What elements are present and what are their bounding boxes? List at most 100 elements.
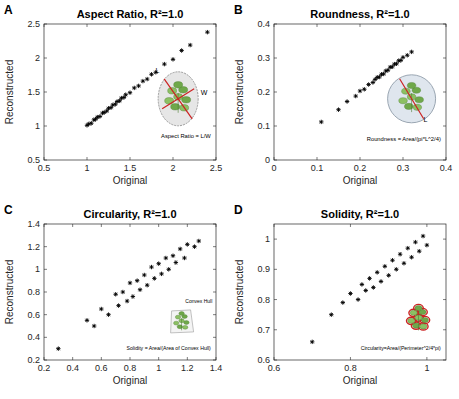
x-tick-top bbox=[360, 24, 361, 27]
x-axis-label: Original bbox=[343, 375, 377, 386]
y-tick bbox=[44, 92, 47, 93]
point bbox=[121, 290, 125, 294]
title: Aspect Ratio, R²=1.0 bbox=[77, 8, 184, 20]
y-tick-right bbox=[443, 239, 446, 240]
x-axis-label: Original bbox=[343, 175, 377, 186]
x-tick-label: 0.8 bbox=[124, 363, 137, 373]
y-tick bbox=[274, 239, 277, 240]
y-tick-label: 2 bbox=[35, 53, 40, 63]
x-tick bbox=[317, 157, 318, 160]
y-tick bbox=[44, 126, 47, 127]
x-tick-label: 2.5 bbox=[210, 163, 223, 173]
point bbox=[405, 53, 409, 57]
points bbox=[85, 30, 210, 128]
y-tick-right bbox=[213, 314, 216, 315]
point bbox=[125, 299, 129, 303]
point bbox=[145, 283, 149, 287]
point bbox=[178, 247, 182, 251]
point bbox=[354, 94, 358, 98]
y-tick-right bbox=[213, 58, 216, 59]
y-tick-label: 0.1 bbox=[257, 121, 270, 131]
point bbox=[106, 312, 110, 316]
point bbox=[425, 243, 429, 247]
x-tick-label: 1.5 bbox=[124, 163, 137, 173]
x-tick-label: 0.4 bbox=[66, 363, 79, 373]
title: Roundness, R²=1.0 bbox=[310, 8, 409, 20]
y-tick-label: 0.9 bbox=[257, 264, 270, 274]
point bbox=[341, 300, 345, 304]
point bbox=[386, 68, 390, 72]
panel: 00.10.20.30.400.10.20.30.4LRoundness = A… bbox=[234, 3, 452, 186]
point bbox=[192, 244, 196, 248]
point bbox=[113, 292, 117, 296]
point bbox=[56, 346, 60, 350]
figure: 0.511.522.50.511.522.5LWAspect Ratio = L… bbox=[0, 0, 459, 399]
x-tick-top bbox=[87, 24, 88, 27]
point bbox=[116, 303, 120, 307]
x-tick bbox=[158, 357, 159, 360]
point bbox=[394, 62, 398, 66]
y-tick-right bbox=[213, 337, 216, 338]
point bbox=[167, 267, 171, 271]
plot-frame bbox=[44, 24, 216, 160]
point bbox=[336, 107, 340, 111]
point bbox=[409, 50, 413, 54]
x-tick-top bbox=[173, 24, 174, 27]
x-tick-label: 1 bbox=[84, 163, 89, 173]
points bbox=[319, 50, 414, 124]
point bbox=[145, 77, 149, 81]
x-tick-label: 1 bbox=[156, 363, 161, 373]
point bbox=[142, 273, 146, 277]
y-tick-right bbox=[443, 92, 446, 93]
x-tick bbox=[360, 157, 361, 160]
inset-hull bbox=[171, 310, 194, 333]
y-tick-label: 1 bbox=[35, 264, 40, 274]
plot-area bbox=[44, 24, 216, 160]
x-tick-label: 0.4 bbox=[440, 163, 453, 173]
inset bbox=[388, 75, 436, 123]
y-tick-label: 0.7 bbox=[257, 325, 270, 335]
inset-leaf bbox=[183, 325, 188, 329]
y-tick-right bbox=[213, 246, 216, 247]
point bbox=[367, 276, 371, 280]
inset-axis-l bbox=[400, 79, 424, 119]
panel: 0.511.522.50.511.522.5LWAspect Ratio = L… bbox=[4, 3, 222, 186]
y-tick-right bbox=[213, 126, 216, 127]
y-tick-label: 1.5 bbox=[27, 87, 40, 97]
y-tick-label: 0.5 bbox=[27, 155, 40, 165]
point bbox=[141, 79, 145, 83]
point bbox=[366, 82, 370, 86]
y-tick-label: 0.2 bbox=[257, 87, 270, 97]
inset-outline-group bbox=[406, 304, 429, 330]
y-tick-right bbox=[443, 126, 446, 127]
point bbox=[360, 282, 364, 286]
annotation: Convex Hull bbox=[185, 298, 212, 304]
x-axis-label: Original bbox=[113, 175, 147, 186]
points bbox=[310, 234, 429, 344]
point bbox=[345, 99, 349, 103]
inset-stem bbox=[181, 318, 182, 330]
y-tick bbox=[274, 269, 277, 270]
point bbox=[159, 272, 163, 276]
y-tick bbox=[44, 337, 47, 338]
x-tick bbox=[72, 357, 73, 360]
inset-leaf bbox=[175, 315, 180, 319]
y-tick bbox=[274, 126, 277, 127]
y-tick bbox=[44, 292, 47, 293]
y-tick-label: 0.6 bbox=[257, 355, 270, 365]
annotation: L bbox=[156, 67, 160, 74]
point bbox=[98, 114, 102, 118]
annotation: Solidity = Area/(Area of Convex Hull) bbox=[126, 345, 211, 351]
point bbox=[138, 288, 142, 292]
inset-circle bbox=[388, 75, 436, 123]
y-tick bbox=[44, 314, 47, 315]
point bbox=[364, 288, 368, 292]
y-tick-right bbox=[443, 299, 446, 300]
point bbox=[171, 57, 175, 61]
inset-leaf bbox=[421, 317, 428, 322]
inset-ellipse bbox=[158, 72, 198, 126]
y-tick-label: 0.4 bbox=[27, 332, 40, 342]
point bbox=[406, 246, 410, 250]
point bbox=[132, 86, 136, 90]
y-tick-label: 0.3 bbox=[257, 53, 270, 63]
